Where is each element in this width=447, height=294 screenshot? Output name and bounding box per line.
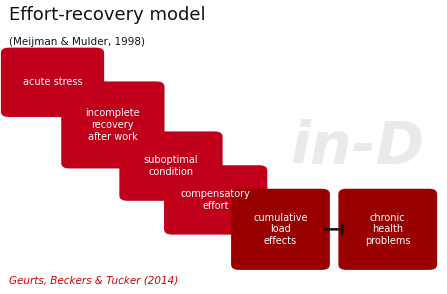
FancyBboxPatch shape <box>61 81 164 168</box>
Text: Geurts, Beckers & Tucker (2014): Geurts, Beckers & Tucker (2014) <box>9 275 178 285</box>
Text: incomplete
recovery
after work: incomplete recovery after work <box>85 108 140 141</box>
Text: Effort-recovery model: Effort-recovery model <box>9 6 206 24</box>
Text: (Meijman & Mulder, 1998): (Meijman & Mulder, 1998) <box>9 37 145 47</box>
FancyBboxPatch shape <box>1 48 104 117</box>
FancyBboxPatch shape <box>338 189 437 270</box>
Text: compensatory
effort: compensatory effort <box>181 189 251 211</box>
Text: cumulative
load
effects: cumulative load effects <box>253 213 308 246</box>
FancyBboxPatch shape <box>231 189 330 270</box>
Text: chronic
health
problems: chronic health problems <box>365 213 410 246</box>
Text: in-D: in-D <box>291 118 425 176</box>
Text: suboptimal
condition: suboptimal condition <box>143 155 198 177</box>
Text: acute stress: acute stress <box>23 77 82 87</box>
FancyBboxPatch shape <box>164 165 267 235</box>
FancyBboxPatch shape <box>119 131 223 201</box>
